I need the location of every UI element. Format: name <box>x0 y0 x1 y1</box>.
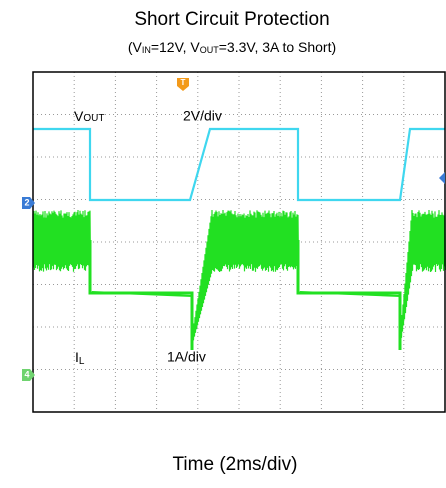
subtitle-part: =3.3V, 3A to Short) <box>219 39 336 55</box>
il-noise <box>33 210 91 272</box>
x-label: Time (2ms/div) <box>173 454 298 475</box>
vout-scale: 2V/div <box>183 108 222 124</box>
trigger-label: T <box>181 78 186 87</box>
ch2-label: 2 <box>24 197 29 207</box>
subtitle-part: (V <box>128 39 143 55</box>
il-recovery <box>400 210 413 344</box>
vout-label: VOUT <box>74 108 104 124</box>
il-noise <box>412 210 446 272</box>
il-recovery <box>192 210 213 344</box>
subtitle-sub: IN <box>142 45 151 55</box>
il-scale: 1A/div <box>167 349 206 365</box>
subtitle-part: =12V, V <box>151 39 201 55</box>
scope-figure: Short Circuit Protection (VIN=12V, VOUT=… <box>0 0 446 488</box>
il-label: IL <box>75 349 85 367</box>
il-noise <box>212 210 299 272</box>
vout-label-sub: OUT <box>83 113 104 124</box>
right-marker <box>439 172 445 184</box>
title: Short Circuit Protection <box>134 9 329 30</box>
il-label-sub: L <box>79 356 85 367</box>
subtitle-sub: OUT <box>200 45 220 55</box>
ch4-label: 4 <box>24 369 29 379</box>
subtitle: (VIN=12V, VOUT=3.3V, 3A to Short) <box>128 39 336 56</box>
